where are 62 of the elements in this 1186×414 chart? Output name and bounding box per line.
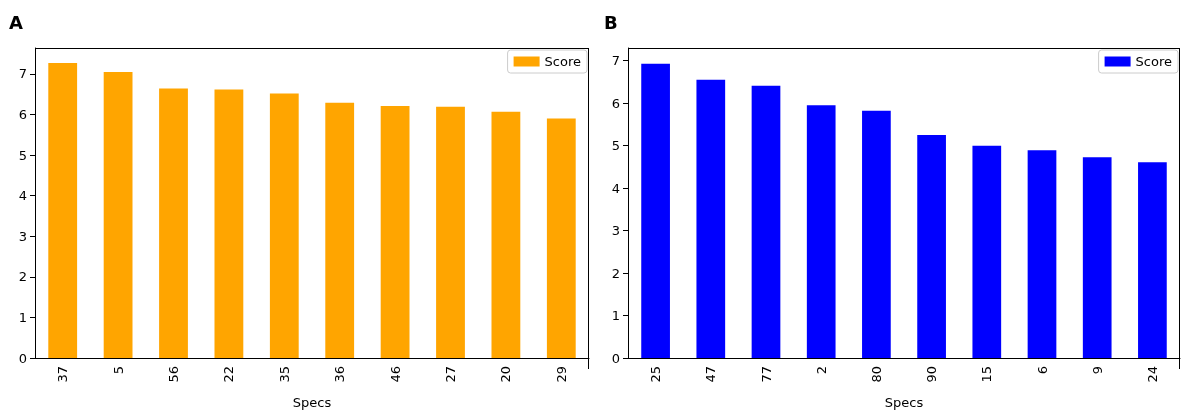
- bar: [436, 106, 465, 358]
- y-tick-label: 7: [18, 66, 27, 82]
- bar: [48, 63, 78, 358]
- x-tick-label: 90: [924, 366, 940, 383]
- x-tick-label: 5: [110, 366, 126, 375]
- bar: [751, 85, 781, 358]
- x-tick-label: 24: [1144, 366, 1160, 383]
- x-tick-label: 9: [1089, 366, 1105, 375]
- y-tick-label: 6: [611, 95, 620, 111]
- legend-label: Score: [544, 54, 582, 69]
- y-tick-label: 7: [611, 53, 620, 69]
- x-tick-label: 25: [648, 366, 664, 383]
- y-tick-label: 0: [18, 350, 27, 366]
- x-axis-title: Specs: [884, 395, 924, 410]
- y-tick-label: 0: [611, 350, 620, 366]
- x-tick-label: 29: [553, 366, 569, 383]
- bar: [159, 88, 188, 358]
- x-tick-label: 77: [758, 366, 774, 383]
- x-tick-label: 15: [979, 366, 995, 383]
- bar: [103, 71, 133, 358]
- y-tick-label: 4: [611, 180, 620, 196]
- bar: [491, 111, 521, 358]
- x-tick-label: 27: [443, 366, 458, 383]
- y-tick-label: 2: [611, 265, 620, 281]
- bar: [917, 135, 946, 358]
- y-tick-label: 2: [18, 269, 27, 285]
- bar: [1138, 162, 1167, 358]
- x-tick-label: 35: [276, 366, 292, 383]
- bar: [1027, 150, 1057, 358]
- bar: [972, 145, 1002, 358]
- bar: [546, 118, 576, 358]
- chart-title: A: [9, 11, 23, 33]
- bar: [696, 79, 726, 358]
- bar: [269, 93, 299, 358]
- x-tick-label: 36: [332, 366, 348, 383]
- bar: [1082, 157, 1112, 358]
- x-tick-label: 2: [813, 366, 829, 375]
- legend-label: Score: [1135, 54, 1173, 69]
- bar: [641, 63, 670, 358]
- bar: [380, 106, 410, 358]
- x-tick-label: 46: [387, 366, 403, 383]
- x-tick-label: 47: [703, 366, 719, 383]
- x-tick-label: 22: [221, 366, 237, 383]
- bar: [862, 110, 891, 358]
- y-tick-label: 6: [18, 107, 27, 123]
- x-tick-label: 56: [166, 366, 181, 383]
- y-tick-label: 5: [611, 138, 620, 154]
- x-tick-label: 6: [1034, 366, 1050, 375]
- y-tick-label: 5: [18, 147, 27, 163]
- bar: [214, 89, 244, 358]
- x-axis-title: Specs: [292, 395, 332, 410]
- x-tick-label: 80: [868, 366, 884, 383]
- bar: [806, 105, 836, 358]
- y-tick-label: 4: [18, 188, 27, 204]
- bar: [325, 102, 355, 358]
- y-tick-label: 1: [611, 308, 620, 324]
- x-tick-label: 20: [498, 366, 514, 383]
- y-tick-label: 3: [18, 228, 27, 244]
- y-tick-label: 3: [611, 223, 620, 239]
- x-tick-label: 37: [55, 366, 71, 383]
- y-tick-label: 1: [18, 309, 27, 325]
- chart-title: B: [604, 11, 618, 33]
